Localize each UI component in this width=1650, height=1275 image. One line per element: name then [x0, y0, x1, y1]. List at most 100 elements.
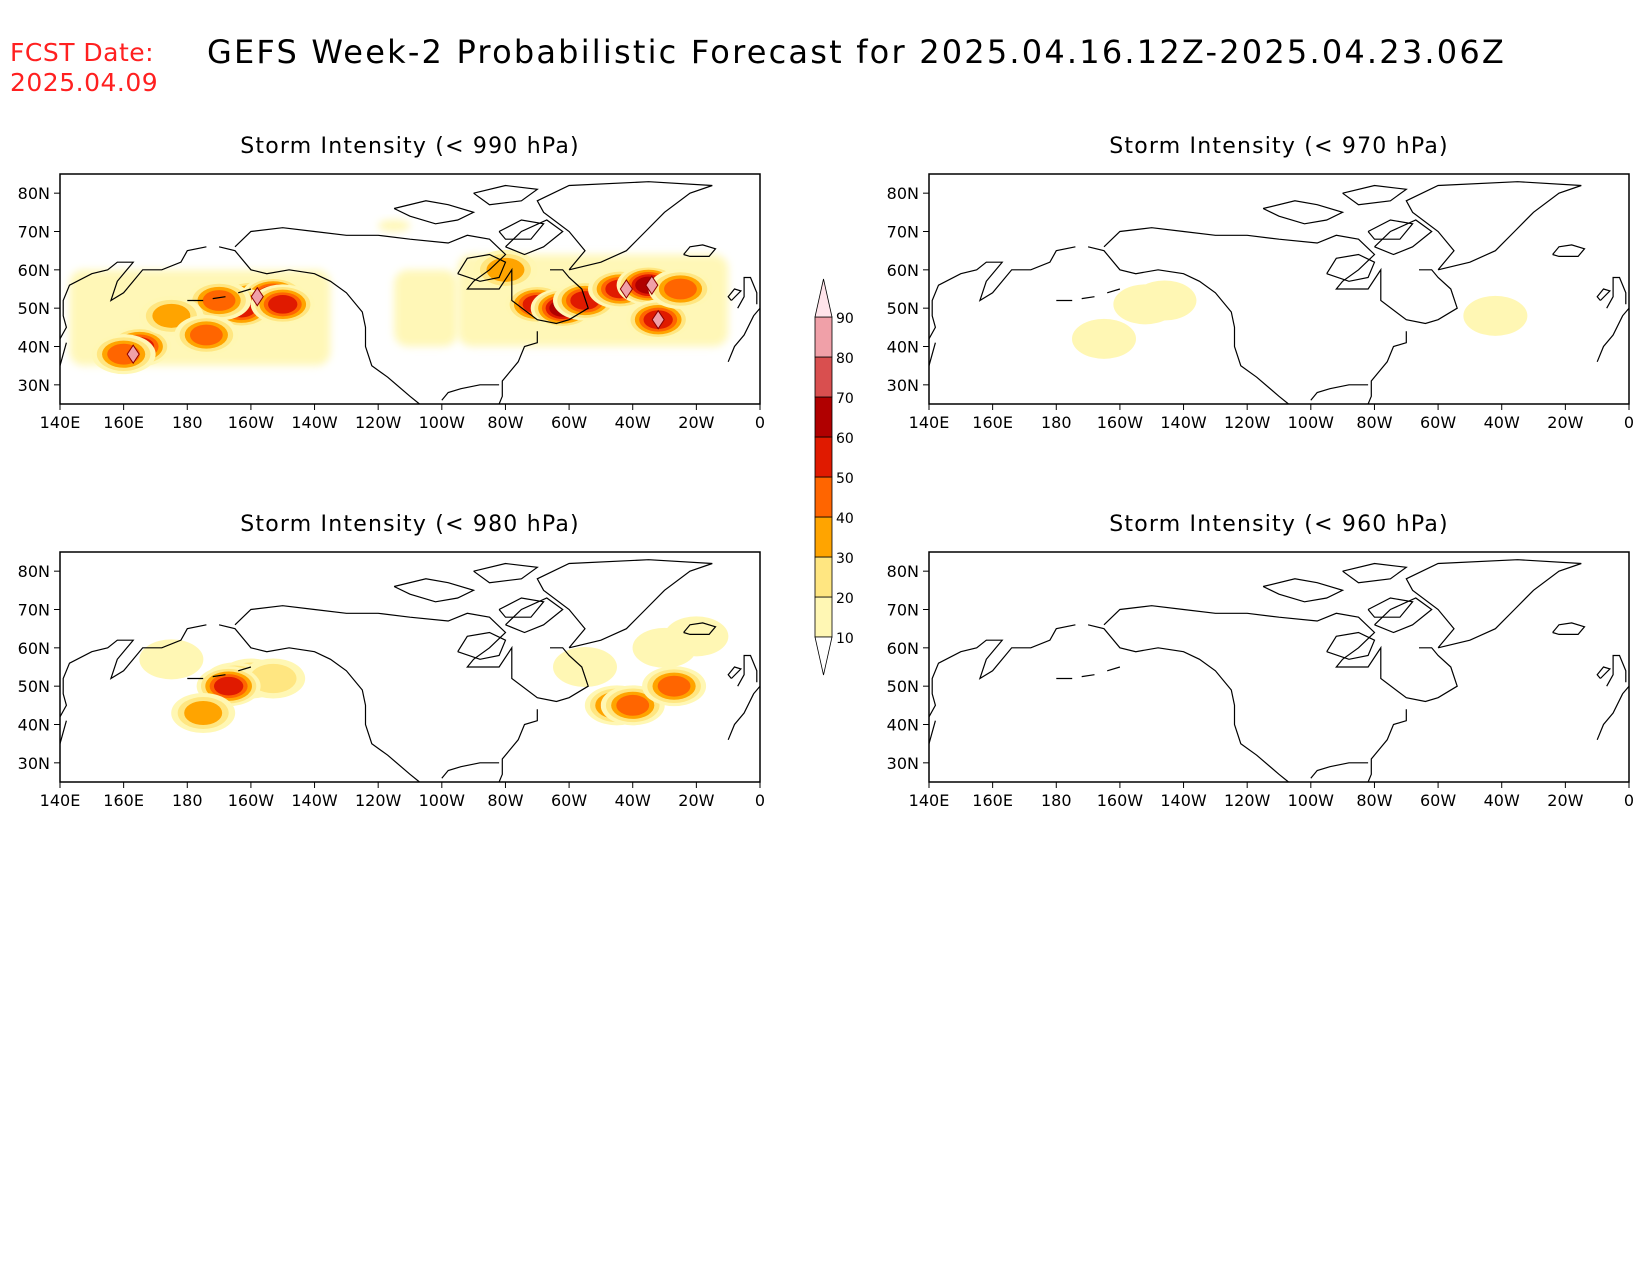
coastlines	[929, 559, 1629, 782]
coastline	[1310, 762, 1369, 779]
coastline	[727, 288, 743, 301]
coastline	[737, 276, 758, 309]
lon-label: 80W	[487, 791, 523, 810]
coastline	[393, 578, 476, 603]
lon-label: 140W	[1160, 413, 1207, 432]
probability-contour	[139, 639, 204, 680]
coastline	[238, 288, 252, 294]
lon-label: 60W	[1420, 413, 1456, 432]
lon-label: 140E	[909, 791, 950, 810]
lat-label: 80N	[887, 184, 919, 203]
coastline	[1326, 253, 1376, 282]
coastline	[1342, 184, 1408, 206]
coastline	[1326, 631, 1376, 660]
coastline	[727, 666, 743, 679]
lat-label: 40N	[18, 716, 50, 735]
coastline	[536, 181, 713, 271]
fcst-date-value: 2025.04.09	[10, 68, 159, 97]
lon-label: 160W	[1097, 791, 1144, 810]
lon-label: 80W	[1356, 791, 1392, 810]
lon-label: 0	[755, 791, 765, 810]
coastline	[1405, 559, 1582, 649]
lon-label: 180	[1041, 413, 1072, 432]
colorbar-top-arrow	[814, 278, 833, 318]
coastlines	[929, 181, 1629, 404]
lon-label: 0	[1624, 413, 1634, 432]
probability-field	[69, 220, 729, 375]
coastline	[457, 631, 507, 660]
coastline	[683, 622, 717, 636]
lon-label: 120W	[355, 791, 402, 810]
coastline	[1107, 288, 1121, 294]
coastline	[929, 624, 1076, 718]
colorbar-label: 10	[836, 631, 854, 647]
coastline	[1367, 709, 1407, 782]
lat-label: 30N	[887, 754, 919, 773]
map-panel: Storm Intensity (< 960 hPa) 80N 70N 60N 50N 4…	[887, 512, 1634, 810]
lon-label: 140W	[291, 413, 338, 432]
map-panel: Storm Intensity (< 970 hPa) 80N 70N 60N 50N 4…	[887, 134, 1634, 432]
lon-label: 160E	[972, 413, 1013, 432]
coastline	[60, 342, 67, 366]
coastline	[234, 227, 589, 325]
lat-label: 30N	[18, 754, 50, 773]
coastline	[60, 624, 207, 718]
coastline	[238, 666, 252, 672]
coastline	[1596, 288, 1612, 301]
probability-contour	[664, 278, 697, 300]
lat-label: 80N	[18, 562, 50, 581]
map-frame	[928, 173, 1630, 405]
coastline	[536, 559, 713, 649]
lat-label: 40N	[887, 716, 919, 735]
colorbar-label: 90	[836, 311, 854, 327]
lat-label: 40N	[887, 338, 919, 357]
panel-title: Storm Intensity (< 980 hPa)	[240, 512, 580, 537]
lat-label: 40N	[18, 338, 50, 357]
coastline	[498, 331, 538, 404]
coastline	[1262, 578, 1345, 603]
lon-label: 100W	[419, 791, 466, 810]
lon-label: 120W	[355, 413, 402, 432]
probability-contour	[213, 676, 244, 696]
probability-field	[139, 616, 729, 733]
coastline	[1081, 674, 1095, 678]
coastline	[1367, 597, 1414, 618]
coastline	[498, 219, 545, 240]
colorbar-segment	[814, 436, 833, 478]
colorbar-segment	[814, 596, 833, 638]
lon-label: 160W	[1097, 413, 1144, 432]
coastline	[473, 562, 539, 584]
lat-label: 80N	[18, 184, 50, 203]
lon-label: 40W	[615, 791, 651, 810]
probability-contour	[189, 324, 223, 346]
lon-label: 80W	[1356, 413, 1392, 432]
probability-contour	[553, 647, 617, 687]
lon-label: 140E	[40, 413, 81, 432]
coastline	[441, 384, 500, 401]
colorbar-segment	[814, 356, 833, 398]
coastline	[218, 624, 420, 782]
probability-contour	[657, 675, 691, 697]
panel-title: Storm Intensity (< 990 hPa)	[240, 134, 580, 159]
panel-title: Storm Intensity (< 970 hPa)	[1109, 134, 1449, 159]
lon-label: 120W	[1224, 413, 1271, 432]
colorbar-label: 30	[836, 551, 854, 567]
probability-contour	[1072, 318, 1136, 359]
lon-label: 140W	[1160, 791, 1207, 810]
coastline	[727, 685, 760, 741]
lon-label: 120W	[1224, 791, 1271, 810]
coastline	[212, 674, 226, 678]
lon-label: 140E	[40, 791, 81, 810]
colorbar-segment	[814, 316, 833, 358]
probability-peak	[619, 279, 633, 299]
lon-label: 40W	[615, 413, 651, 432]
coastline	[1367, 219, 1414, 240]
lon-label: 160W	[228, 413, 275, 432]
lat-label: 70N	[887, 601, 919, 620]
lon-label: 180	[172, 791, 203, 810]
colorbar-segment	[814, 476, 833, 518]
coastline	[1103, 227, 1458, 325]
colorbar-label: 50	[836, 471, 854, 487]
lat-label: 70N	[18, 223, 50, 242]
